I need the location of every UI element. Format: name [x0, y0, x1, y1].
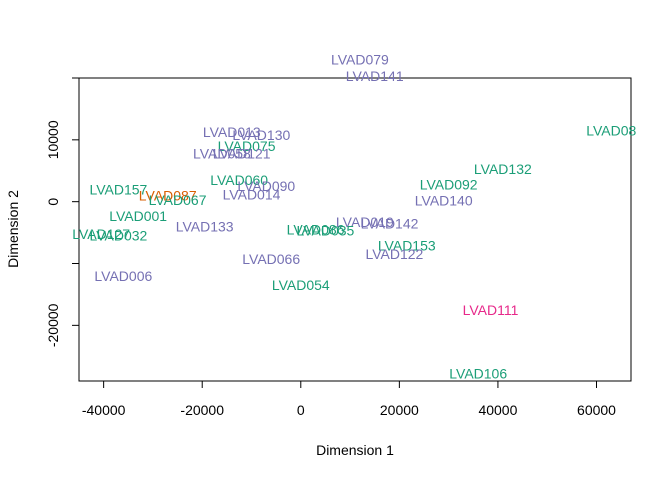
point-label: LVAD058 [193, 145, 251, 161]
point-label: LVAD087 [139, 187, 197, 203]
point-label: LVAD035 [296, 223, 354, 239]
point-label: LVAD111 [463, 302, 519, 318]
point-label: LVAD133 [176, 218, 234, 234]
point-label: LVAD060 [210, 172, 268, 188]
y-tick-label: -20000 [45, 303, 61, 347]
point-label: LVAD08 [586, 123, 636, 139]
y-tick-label: 10000 [45, 120, 61, 159]
point-label: LVAD014 [223, 186, 281, 202]
point-label: LVAD132 [474, 161, 532, 177]
point-label: LVAD106 [449, 366, 507, 382]
point-label: LVAD153 [378, 238, 436, 254]
point-label: LVAD001 [109, 208, 167, 224]
point-label: LVAD013 [203, 124, 261, 140]
point-label: LVAD092 [420, 176, 478, 192]
point-label: LVAD006 [94, 268, 152, 284]
x-axis-title: Dimension 1 [316, 442, 394, 458]
x-tick-label: 40000 [478, 402, 517, 418]
x-tick-label: 0 [297, 402, 305, 418]
point-label: LVAD032 [89, 228, 147, 244]
x-tick-label: 60000 [577, 402, 616, 418]
point-label: LVAD086 [287, 222, 345, 238]
point-label: LVAD121 [213, 145, 271, 161]
x-tick-label: 20000 [380, 402, 419, 418]
y-axis-title: Dimension 2 [5, 190, 21, 268]
point-label: LVAD054 [272, 277, 330, 293]
y-axis: -20000 0 10000 [45, 77, 80, 347]
point-label: LVAD079 [331, 51, 389, 67]
point-label: LVAD066 [242, 251, 300, 267]
x-tick-label: -20000 [180, 402, 224, 418]
x-axis: -40000 -20000 0 20000 40000 60000 [82, 380, 616, 418]
point-label: LVAD141 [346, 68, 404, 84]
point-label: LVAD130 [232, 127, 290, 143]
x-tick-label: -40000 [82, 402, 126, 418]
point-label: LVAD140 [415, 192, 473, 208]
point-label: LVAD067 [149, 192, 207, 208]
point-label: LVAD122 [365, 246, 423, 262]
point-label: LVAD142 [361, 215, 419, 231]
point-label: LVAD019 [336, 214, 394, 230]
point-label: LVAD090 [237, 178, 295, 194]
point-label: LVAD075 [218, 138, 276, 154]
point-label: LVAD127 [72, 226, 130, 242]
point-label: LVAD157 [89, 181, 147, 197]
y-tick-label: 0 [45, 198, 61, 206]
